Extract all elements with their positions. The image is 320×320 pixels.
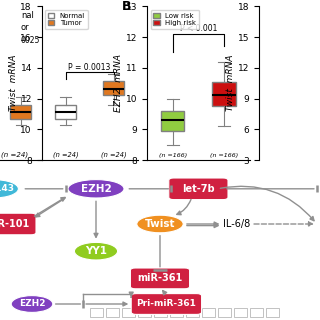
PathPatch shape xyxy=(161,111,184,131)
FancyBboxPatch shape xyxy=(90,308,103,317)
FancyBboxPatch shape xyxy=(131,268,190,289)
Text: B: B xyxy=(122,0,131,13)
Text: (n =24): (n =24) xyxy=(53,151,78,158)
Y-axis label: EZH2  mRNA: EZH2 mRNA xyxy=(114,54,123,112)
Ellipse shape xyxy=(0,180,18,198)
Legend: Normal, Tumor: Normal, Tumor xyxy=(45,10,88,29)
FancyBboxPatch shape xyxy=(169,178,228,200)
Ellipse shape xyxy=(11,296,53,312)
Text: Twist: Twist xyxy=(145,219,175,229)
Text: Pri-miR-361: Pri-miR-361 xyxy=(136,300,196,308)
PathPatch shape xyxy=(212,82,236,106)
Text: EZH2: EZH2 xyxy=(19,300,45,308)
Text: miR-143: miR-143 xyxy=(0,184,15,193)
Text: miR-101: miR-101 xyxy=(0,219,29,229)
Text: P < 0.001: P < 0.001 xyxy=(180,23,217,33)
Ellipse shape xyxy=(68,180,124,198)
FancyBboxPatch shape xyxy=(266,308,279,317)
FancyBboxPatch shape xyxy=(131,294,202,314)
FancyBboxPatch shape xyxy=(170,308,183,317)
FancyBboxPatch shape xyxy=(202,308,215,317)
Text: miR-361: miR-361 xyxy=(137,273,183,284)
Text: or: or xyxy=(21,23,29,32)
FancyBboxPatch shape xyxy=(250,308,263,317)
PathPatch shape xyxy=(103,81,124,95)
Text: nal: nal xyxy=(21,11,34,20)
FancyBboxPatch shape xyxy=(234,308,247,317)
FancyBboxPatch shape xyxy=(186,308,199,317)
Text: (n =24): (n =24) xyxy=(1,152,28,158)
FancyBboxPatch shape xyxy=(218,308,231,317)
Text: IL-6/8: IL-6/8 xyxy=(223,219,251,229)
Text: P = 0.0013: P = 0.0013 xyxy=(68,63,111,72)
PathPatch shape xyxy=(11,106,31,118)
FancyBboxPatch shape xyxy=(138,308,151,317)
FancyBboxPatch shape xyxy=(106,308,119,317)
Text: YY1: YY1 xyxy=(85,246,107,256)
Y-axis label: Twist  mRNA: Twist mRNA xyxy=(9,55,18,111)
Y-axis label: Twist  mRNA: Twist mRNA xyxy=(226,55,235,111)
FancyBboxPatch shape xyxy=(122,308,135,317)
Text: let-7b: let-7b xyxy=(182,184,215,194)
Legend: Low risk, High risk: Low risk, High risk xyxy=(151,10,199,29)
FancyBboxPatch shape xyxy=(154,308,167,317)
Text: (n =166): (n =166) xyxy=(159,153,187,157)
Text: (n =24): (n =24) xyxy=(101,151,126,158)
FancyBboxPatch shape xyxy=(0,213,36,235)
PathPatch shape xyxy=(55,106,76,118)
Ellipse shape xyxy=(75,243,118,260)
Text: (n =166): (n =166) xyxy=(210,153,238,157)
Text: 0025: 0025 xyxy=(21,36,40,44)
Text: EZH2: EZH2 xyxy=(81,184,111,194)
Ellipse shape xyxy=(137,215,183,233)
